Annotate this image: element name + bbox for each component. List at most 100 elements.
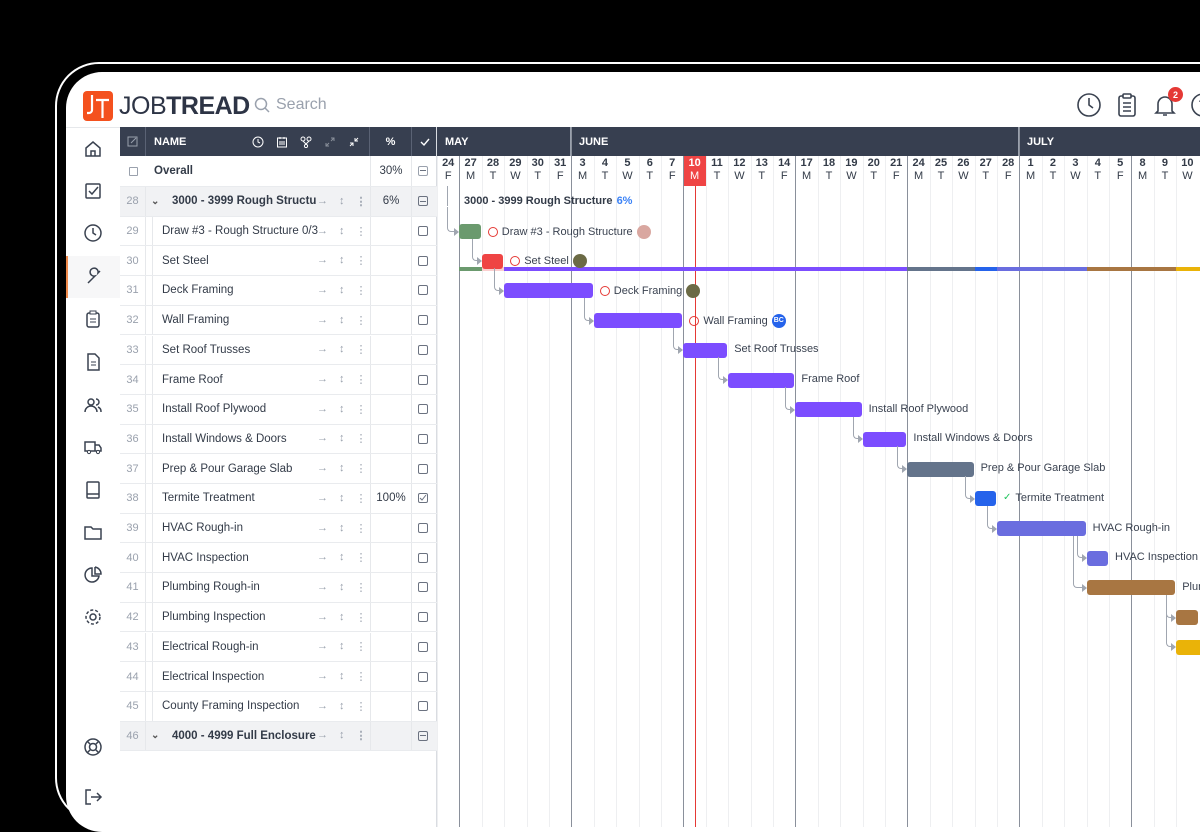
drag-handle-icon[interactable]: ↕: [339, 254, 345, 267]
drag-handle-icon[interactable]: ↕: [339, 224, 345, 237]
drag-handle-icon[interactable]: ↕: [339, 343, 345, 356]
tasks-button[interactable]: [1114, 92, 1140, 118]
drag-handle-icon[interactable]: ↕: [339, 729, 345, 742]
task-bar[interactable]: [1086, 550, 1108, 566]
task-row[interactable]: 35 Install Roof Plywood → ↕ ⋮: [120, 394, 437, 425]
more-icon[interactable]: ⋮: [355, 314, 367, 327]
arrow-right-icon[interactable]: →: [317, 640, 328, 653]
task-bar[interactable]: [504, 283, 593, 299]
drag-handle-icon[interactable]: ↕: [339, 194, 345, 207]
drag-handle-icon[interactable]: ↕: [339, 432, 345, 445]
help-button[interactable]: [1190, 92, 1200, 118]
overall-partial-checkbox[interactable]: [418, 166, 428, 176]
sidebar-item-wrench[interactable]: [66, 256, 120, 298]
more-icon[interactable]: ⋮: [355, 730, 367, 743]
task-name[interactable]: Draw #3 - Rough Structure 0/3: [162, 225, 318, 238]
arrow-right-icon[interactable]: →: [317, 670, 328, 683]
name-column-header[interactable]: NAME: [146, 127, 370, 156]
arrow-right-icon[interactable]: →: [317, 491, 328, 504]
more-icon[interactable]: ⋮: [355, 492, 367, 505]
task-row[interactable]: 29 Draw #3 - Rough Structure 0/3 → ↕ ⋮: [120, 216, 437, 247]
complete-checkbox[interactable]: [418, 404, 428, 415]
more-icon[interactable]: ⋮: [355, 344, 367, 357]
calendar-icon[interactable]: [276, 136, 288, 148]
clock-icon[interactable]: [252, 136, 264, 148]
task-name[interactable]: HVAC Inspection: [162, 551, 249, 564]
task-row[interactable]: 39 HVAC Rough-in → ↕ ⋮: [120, 513, 437, 544]
arrow-right-icon[interactable]: →: [317, 551, 328, 564]
task-bar[interactable]: [862, 431, 907, 447]
drag-handle-icon[interactable]: ↕: [339, 699, 345, 712]
select-checkbox[interactable]: [120, 156, 146, 186]
more-icon[interactable]: ⋮: [355, 225, 367, 238]
task-name[interactable]: Electrical Inspection: [162, 670, 265, 683]
task-name[interactable]: Frame Roof: [162, 373, 223, 386]
more-icon[interactable]: ⋮: [355, 433, 367, 446]
percent-column-header[interactable]: %: [370, 127, 412, 156]
task-bar[interactable]: [1086, 580, 1176, 596]
task-name[interactable]: Install Windows & Doors: [162, 432, 287, 445]
arrow-right-icon[interactable]: →: [317, 729, 328, 742]
task-row[interactable]: 33 Set Roof Trusses → ↕ ⋮: [120, 335, 437, 366]
arrow-right-icon[interactable]: →: [317, 610, 328, 623]
task-row[interactable]: 42 Plumbing Inspection → ↕ ⋮: [120, 602, 437, 633]
drag-handle-icon[interactable]: ↕: [339, 491, 345, 504]
expand-icon[interactable]: [324, 136, 336, 148]
task-bar[interactable]: [481, 253, 504, 269]
task-name[interactable]: Wall Framing: [162, 314, 230, 327]
drag-handle-icon[interactable]: ↕: [339, 610, 345, 623]
task-bar[interactable]: [728, 372, 795, 388]
more-icon[interactable]: ⋮: [355, 641, 367, 654]
arrow-right-icon[interactable]: →: [317, 254, 328, 267]
task-name[interactable]: Plumbing Inspection: [162, 611, 266, 624]
drag-handle-icon[interactable]: ↕: [339, 670, 345, 683]
task-name[interactable]: Electrical Rough-in: [162, 640, 259, 653]
task-row[interactable]: 36 Install Windows & Doors → ↕ ⋮: [120, 424, 437, 455]
arrow-right-icon[interactable]: →: [317, 343, 328, 356]
complete-checkbox[interactable]: [418, 374, 428, 385]
task-name[interactable]: Prep & Pour Garage Slab: [162, 462, 293, 475]
more-icon[interactable]: ⋮: [355, 284, 367, 297]
task-row[interactable]: 41 Plumbing Rough-in → ↕ ⋮: [120, 573, 437, 603]
arrow-right-icon[interactable]: →: [317, 699, 328, 712]
logo[interactable]: JOBTREAD: [83, 91, 250, 121]
complete-column-header[interactable]: [412, 127, 437, 156]
complete-checkbox[interactable]: [418, 641, 428, 652]
drag-handle-icon[interactable]: ↕: [339, 551, 345, 564]
complete-checkbox[interactable]: [418, 255, 428, 266]
task-bar[interactable]: [683, 342, 728, 358]
sidebar-item-clock[interactable]: [66, 212, 120, 254]
group-row[interactable]: 28 ⌄ 3000 - 3999 Rough Structure → ↕ ⋮ 6%: [120, 187, 437, 217]
more-icon[interactable]: ⋮: [355, 403, 367, 416]
task-row[interactable]: 44 Electrical Inspection → ↕ ⋮: [120, 662, 437, 692]
sidebar-item-folder[interactable]: [66, 511, 120, 553]
complete-checkbox[interactable]: [418, 552, 428, 563]
drag-handle-icon[interactable]: ↕: [339, 313, 345, 326]
chevron-down-icon[interactable]: ⌄: [151, 730, 160, 742]
complete-checkbox[interactable]: [418, 730, 428, 741]
edit-column-button[interactable]: [120, 127, 146, 156]
arrow-right-icon[interactable]: →: [317, 373, 328, 386]
assignee-avatar[interactable]: BC: [771, 313, 786, 328]
complete-checkbox[interactable]: [418, 226, 428, 237]
task-bar[interactable]: [974, 491, 996, 507]
more-icon[interactable]: ⋮: [355, 374, 367, 387]
arrow-right-icon[interactable]: →: [317, 283, 328, 296]
task-bar[interactable]: [907, 461, 974, 477]
arrow-right-icon[interactable]: →: [317, 521, 328, 534]
complete-checkbox[interactable]: [418, 315, 428, 326]
assignee-avatar[interactable]: [572, 254, 587, 269]
more-icon[interactable]: ⋮: [355, 700, 367, 713]
task-row[interactable]: 30 Set Steel → ↕ ⋮: [120, 246, 437, 277]
complete-checkbox[interactable]: [418, 196, 428, 207]
complete-checkbox[interactable]: [418, 433, 428, 444]
more-icon[interactable]: ⋮: [355, 611, 367, 624]
task-bar[interactable]: [593, 313, 683, 329]
drag-handle-icon[interactable]: ↕: [339, 402, 345, 415]
collapse-icon[interactable]: [348, 136, 360, 148]
task-row[interactable]: 43 Electrical Rough-in → ↕ ⋮: [120, 632, 437, 663]
drag-handle-icon[interactable]: ↕: [339, 521, 345, 534]
arrow-right-icon[interactable]: →: [317, 402, 328, 415]
task-name[interactable]: Set Steel: [162, 254, 209, 267]
more-icon[interactable]: ⋮: [355, 671, 367, 684]
